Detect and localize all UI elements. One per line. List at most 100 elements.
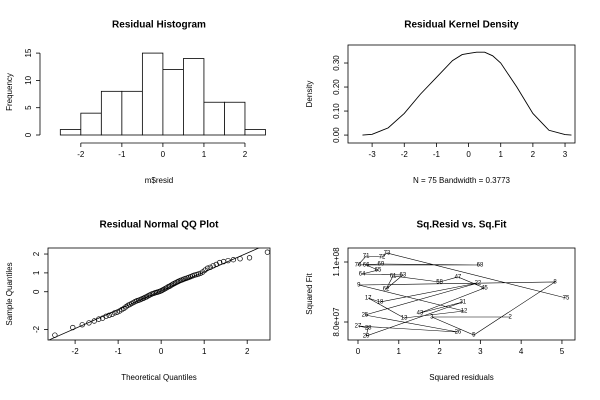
point-label: 17	[365, 296, 372, 302]
point-label: 29	[363, 334, 370, 340]
panel-title: Residual Kernel Density	[404, 20, 519, 31]
y-tick-label: 1.1e+08	[332, 247, 341, 277]
y-tick-label: 1	[32, 270, 41, 275]
point-label: 2	[508, 315, 512, 321]
x-tick-label: 2	[245, 347, 250, 356]
x-tick-label: 0	[159, 347, 164, 356]
x-axis-label: Squared residuals	[429, 373, 493, 382]
point-label: 25	[362, 313, 369, 319]
bar	[121, 90, 143, 136]
point	[264, 249, 270, 255]
point-label: 3	[430, 315, 434, 321]
point	[106, 312, 112, 318]
y-axis-label: Frequency	[5, 73, 14, 111]
panel: Sq.Resid vs. Sq.Fit Squared residuals Squa…	[305, 220, 576, 382]
x-tick-label: 2	[531, 150, 536, 159]
point	[207, 264, 213, 270]
point	[52, 332, 58, 338]
point	[103, 313, 109, 319]
point-label: 72	[379, 255, 386, 261]
bar	[59, 129, 82, 136]
point-label: 22	[475, 281, 482, 287]
plot-area	[357, 252, 567, 337]
x-tick-label: 5	[560, 347, 565, 356]
panel-title: Residual Histogram	[112, 20, 206, 31]
point	[217, 259, 223, 266]
x-tick-label: -2	[72, 347, 80, 356]
point	[237, 256, 243, 262]
y-tick-label: 15	[24, 48, 33, 57]
x-tick-label: 3	[478, 347, 483, 356]
point-label: 8	[553, 280, 557, 286]
point	[140, 295, 147, 301]
point-label: 47	[455, 275, 462, 281]
bar	[162, 69, 184, 136]
x-axis-label: m$resid	[145, 176, 173, 185]
point-label: 5	[472, 333, 476, 339]
point	[86, 320, 92, 326]
point-label: 70	[355, 263, 362, 269]
bar	[141, 52, 164, 136]
bar	[203, 101, 225, 136]
point-label: 65	[375, 268, 382, 274]
bar	[224, 101, 246, 136]
point-label: 69	[377, 262, 384, 268]
x-tick-label: 0	[161, 150, 166, 159]
point-label: 45	[481, 286, 488, 292]
panel: Residual Kernel Density N = 75 Bandwidth …	[305, 20, 576, 185]
x-tick-label: 2	[437, 347, 442, 356]
y-axis-label: Sample Quantiles	[5, 262, 14, 325]
x-tick-label: 2	[243, 150, 248, 159]
x-tick-label: 0	[356, 347, 361, 356]
panel-title: Sq.Resid vs. Sq.Fit	[416, 220, 507, 231]
y-tick-label: 0	[32, 289, 41, 294]
y-axis-label: Density	[305, 81, 314, 108]
y-tick-label: 0.30	[332, 55, 341, 71]
point-label: 73	[384, 251, 391, 257]
y-tick-label: 0	[24, 132, 33, 137]
point	[225, 257, 231, 264]
bar	[244, 129, 266, 136]
point-label: 68	[477, 263, 484, 269]
point-label: 31	[459, 300, 466, 306]
point-label: 9	[357, 283, 361, 289]
connecting-line	[357, 252, 567, 337]
point	[246, 255, 253, 261]
point-label: 13	[401, 316, 408, 322]
point	[70, 324, 76, 331]
point	[112, 310, 118, 316]
point-label: 71	[363, 254, 370, 260]
plot-box	[347, 44, 576, 144]
x-tick-label: 1	[397, 347, 402, 356]
point	[164, 284, 170, 291]
x-tick-label: 4	[519, 347, 524, 356]
panel: Residual Normal QQ Plot Theoretical Quant…	[5, 220, 271, 382]
point-label: 12	[461, 309, 468, 315]
point-label: 66	[363, 263, 370, 269]
y-tick-label: 10	[24, 75, 33, 84]
x-tick-label: 0	[466, 150, 471, 159]
point-label: 63	[400, 273, 407, 279]
point-label: 75	[563, 296, 570, 302]
x-tick-label: -1	[118, 150, 126, 159]
plot-box	[347, 247, 576, 341]
x-tick-label: 1	[202, 347, 207, 356]
x-tick-label: 1	[499, 150, 504, 159]
y-tick-label: -2	[32, 325, 41, 333]
density-line	[362, 51, 572, 136]
point	[91, 318, 97, 324]
point-label: 64	[359, 272, 366, 278]
point-label: 62	[383, 287, 390, 293]
y-tick-label: 2	[32, 251, 41, 256]
point	[210, 263, 216, 269]
point	[204, 265, 211, 271]
y-axis-label: Squared Fit	[305, 273, 314, 315]
point	[168, 282, 174, 288]
point-label: 27	[355, 324, 362, 330]
x-tick-label: -2	[401, 150, 409, 159]
y-tick-label: 0.20	[332, 79, 341, 95]
x-tick-label: 1	[202, 150, 207, 159]
y-tick-label: 0.00	[332, 127, 341, 143]
y-tick-label: 5	[24, 105, 33, 110]
